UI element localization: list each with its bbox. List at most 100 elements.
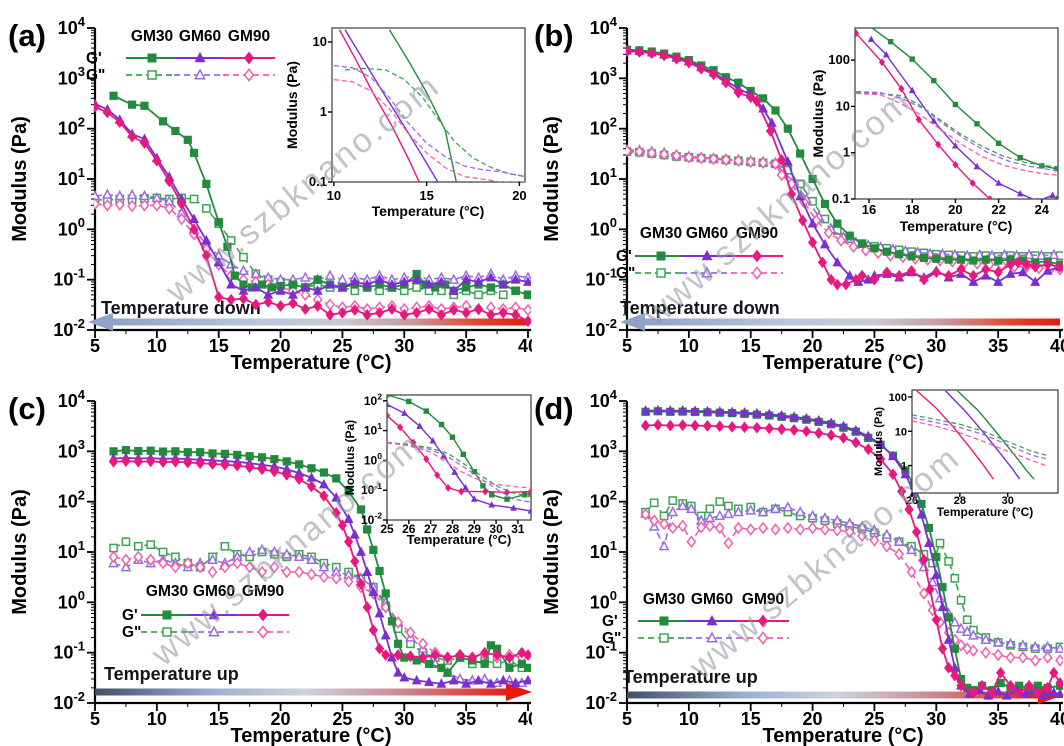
- svg-text:31: 31: [511, 522, 525, 536]
- svg-text:Temperature (°C): Temperature (°C): [763, 352, 924, 373]
- svg-text:28: 28: [446, 522, 460, 536]
- svg-text:102: 102: [590, 115, 617, 139]
- axes-d: 10-210-1100101102103104510152025303540Te…: [541, 387, 1064, 746]
- svg-text:15: 15: [209, 709, 229, 729]
- svg-text:GM90: GM90: [242, 583, 284, 600]
- svg-text:(c): (c): [8, 391, 46, 426]
- svg-text:100: 100: [364, 451, 382, 467]
- svg-text:103: 103: [58, 437, 85, 461]
- svg-text:10-1: 10-1: [585, 639, 617, 663]
- series-GM90-storage: [640, 419, 1063, 699]
- svg-text:102: 102: [58, 488, 85, 512]
- svg-text:10-1: 10-1: [53, 266, 85, 290]
- series-GM90-storage: [94, 101, 531, 327]
- series-a: [94, 91, 531, 327]
- svg-text:30: 30: [926, 709, 946, 729]
- series-d: [640, 404, 1063, 700]
- svg-text:Temperature (°C): Temperature (°C): [763, 725, 924, 746]
- panel-c: 10-2 10-1 100 101 102 103 104 5 10 15 20 25 30 35 40 Te…: [0, 373, 538, 746]
- svg-text:100: 100: [889, 392, 907, 404]
- svg-text:5: 5: [90, 709, 100, 729]
- svg-text:25: 25: [864, 336, 884, 356]
- svg-text:10: 10: [895, 426, 907, 438]
- svg-text:102: 102: [58, 115, 85, 139]
- svg-text:GM90: GM90: [228, 28, 270, 45]
- svg-text:15: 15: [741, 709, 761, 729]
- svg-text:Temperature (°C): Temperature (°C): [231, 725, 392, 746]
- svg-text:20: 20: [803, 336, 823, 356]
- svg-text:GM90: GM90: [742, 591, 784, 608]
- svg-text:Temperature (°C): Temperature (°C): [937, 505, 1034, 519]
- series-GM30-storage: [109, 445, 531, 677]
- svg-text:102: 102: [364, 391, 382, 407]
- svg-text:25: 25: [332, 709, 352, 729]
- svg-text:10: 10: [313, 34, 327, 49]
- svg-text:35: 35: [456, 336, 476, 356]
- svg-text:15: 15: [209, 336, 229, 356]
- svg-text:Modulus (Pa): Modulus (Pa): [810, 70, 826, 158]
- svg-text:29: 29: [468, 522, 482, 536]
- svg-text:30: 30: [394, 336, 414, 356]
- direction-arrow-a: [88, 313, 528, 331]
- svg-text:G': G': [616, 248, 632, 265]
- svg-text:Temperature up: Temperature up: [623, 667, 758, 687]
- svg-text:Modulus (Pa): Modulus (Pa): [343, 420, 357, 495]
- svg-text:40: 40: [1050, 709, 1064, 729]
- svg-text:5: 5: [90, 336, 100, 356]
- svg-text:10-2: 10-2: [53, 689, 85, 713]
- svg-text:10: 10: [327, 188, 341, 203]
- svg-text:Modulus (Pa): Modulus (Pa): [9, 116, 31, 242]
- legend-d: GM30 GM60 GM90 G'G": [602, 591, 789, 647]
- svg-text:103: 103: [590, 437, 617, 461]
- series-b: [626, 45, 1063, 291]
- svg-text:1: 1: [843, 145, 850, 160]
- svg-text:Temperature (°C): Temperature (°C): [900, 218, 1013, 234]
- svg-text:100: 100: [590, 215, 617, 239]
- svg-text:Temperature (°C): Temperature (°C): [231, 352, 392, 373]
- svg-text:10-2: 10-2: [585, 316, 617, 340]
- svg-text:26: 26: [402, 522, 416, 536]
- svg-text:40: 40: [518, 709, 532, 729]
- svg-text:10-2: 10-2: [585, 689, 617, 713]
- panel-d-chart: 10-210-1100101102103104510152025303540Te…: [532, 373, 1064, 746]
- svg-text:10-1: 10-1: [53, 639, 85, 663]
- panel-a: 10-210-1100101102103104510152025303540Te…: [0, 0, 538, 374]
- inset-a: 10 15 20 10 1 0.1 Temperature (°C) Modulus (Pa): [284, 27, 527, 219]
- svg-text:10: 10: [147, 709, 167, 729]
- svg-text:GM30: GM30: [131, 28, 173, 45]
- svg-text:104: 104: [58, 387, 86, 411]
- panel-d: 10-210-1100101102103104510152025303540Te…: [532, 373, 1064, 746]
- svg-text:GM60: GM60: [179, 28, 221, 45]
- svg-text:GM60: GM60: [691, 591, 733, 608]
- svg-text:G": G": [122, 624, 141, 641]
- svg-text:GM60: GM60: [193, 583, 235, 600]
- svg-text:Modulus (Pa): Modulus (Pa): [541, 116, 563, 242]
- svg-text:10: 10: [679, 336, 699, 356]
- svg-text:1: 1: [320, 104, 327, 119]
- panel-c-chart: 10-2 10-1 100 101 102 103 104 5 10 15 20 25 30 35 40 Te…: [0, 373, 538, 746]
- svg-text:26: 26: [906, 495, 918, 507]
- svg-text:40: 40: [1050, 336, 1064, 356]
- svg-text:103: 103: [58, 64, 85, 88]
- svg-text:30: 30: [489, 522, 503, 536]
- svg-text:10-2: 10-2: [53, 316, 85, 340]
- legend-a: GM30 GM60 GM90 G'G": [86, 28, 275, 84]
- svg-text:(b): (b): [534, 18, 574, 53]
- svg-text:18: 18: [905, 202, 919, 217]
- svg-text:25: 25: [380, 522, 394, 536]
- series-GM90-storage: [108, 455, 531, 664]
- svg-text:G': G': [602, 613, 618, 630]
- svg-text:5: 5: [622, 336, 632, 356]
- svg-text:G": G": [86, 67, 105, 84]
- svg-text:35: 35: [456, 709, 476, 729]
- svg-text:Temperature (°C): Temperature (°C): [407, 532, 512, 547]
- svg-text:100: 100: [828, 52, 850, 67]
- svg-text:(a): (a): [8, 18, 46, 53]
- svg-text:20: 20: [271, 336, 291, 356]
- svg-text:10-1: 10-1: [585, 266, 617, 290]
- svg-text:30: 30: [926, 336, 946, 356]
- svg-text:100: 100: [58, 588, 85, 612]
- svg-text:20: 20: [512, 188, 526, 203]
- svg-text:GM30: GM30: [640, 225, 682, 242]
